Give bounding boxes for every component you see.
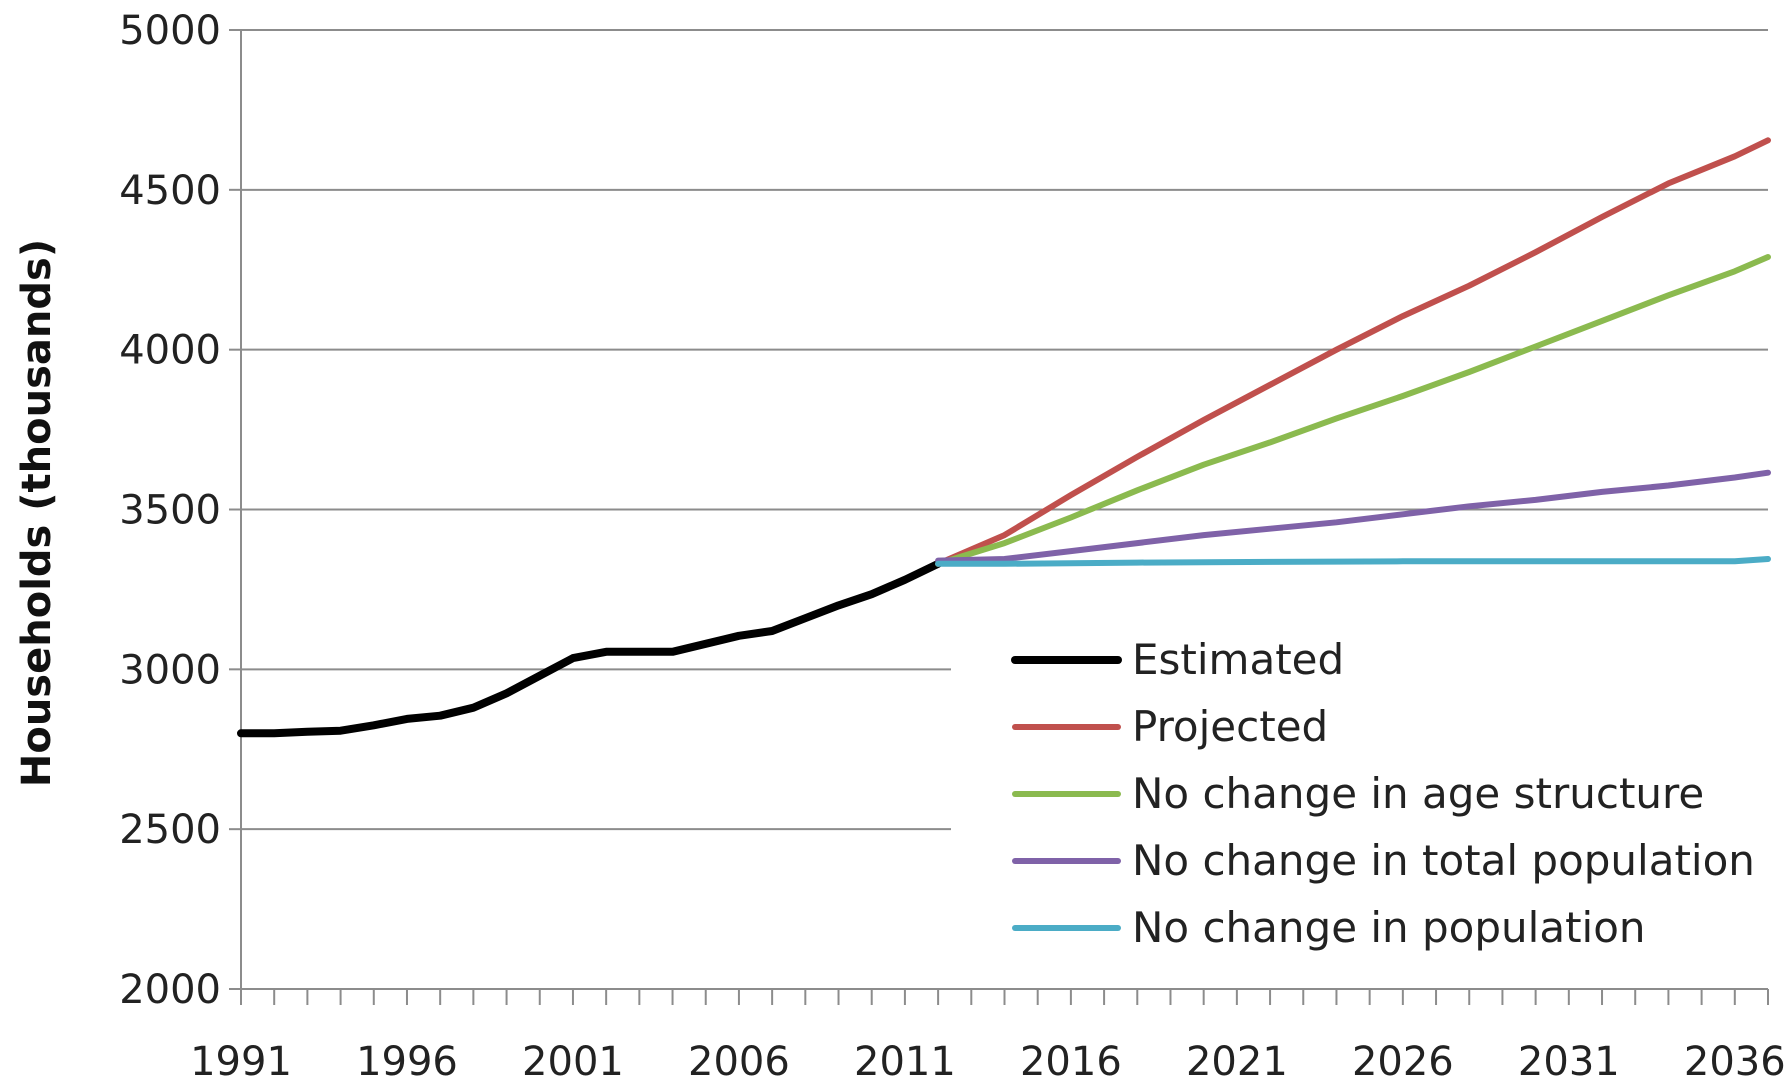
x-tick-label-2036: 2036	[1684, 1039, 1786, 1081]
y-tick-label-3000: 3000	[119, 647, 221, 693]
series-line-4	[935, 469, 1771, 564]
series-line-5	[935, 556, 1771, 567]
series-line-2	[935, 137, 1771, 567]
x-tick-label-2001: 2001	[522, 1039, 624, 1081]
x-tick-label-2031: 2031	[1518, 1039, 1620, 1081]
y-tick-label-2500: 2500	[119, 807, 221, 853]
legend-label-2: Projected	[1132, 702, 1328, 751]
x-tick-label-1996: 1996	[356, 1039, 458, 1081]
tick-labels: 2000 2500 3000 3500 4000 4500 5000 1991 1996 2001…	[119, 8, 1785, 1081]
x-tick-label-1991: 1991	[190, 1039, 292, 1081]
legend-label-5: No change in population	[1132, 903, 1646, 952]
x-tick-label-2016: 2016	[1020, 1039, 1122, 1081]
legend-label-1: Estimated	[1132, 635, 1344, 684]
legend-label-3: No change in age structure	[1132, 769, 1704, 818]
x-tick-label-2006: 2006	[688, 1039, 790, 1081]
y-tick-label-2000: 2000	[119, 967, 221, 1013]
x-tick-label-2026: 2026	[1352, 1039, 1454, 1081]
y-axis-title: Households (thousands)	[14, 239, 60, 787]
legend-label-4: No change in total population	[1132, 836, 1755, 885]
legend-bg-5	[951, 898, 1785, 966]
series-lines	[237, 137, 1771, 738]
axes	[229, 29, 1769, 1005]
y-tick-label-5000: 5000	[119, 8, 221, 54]
x-tick-label-2021: 2021	[1186, 1039, 1288, 1081]
legend-bg-3	[951, 764, 1785, 832]
gridlines	[241, 29, 1768, 831]
legend-bg-2	[951, 697, 1785, 765]
y-tick-label-4000: 4000	[119, 328, 221, 374]
x-tick-label-2011: 2011	[854, 1039, 956, 1081]
series-line-3	[935, 254, 1771, 567]
legend-bg-4	[951, 831, 1785, 899]
legend: Estimated Projected No change in age struc…	[951, 630, 1785, 966]
series-line-1	[237, 559, 943, 738]
y-tick-label-3500: 3500	[119, 488, 221, 534]
y-tick-label-4500: 4500	[119, 168, 221, 214]
